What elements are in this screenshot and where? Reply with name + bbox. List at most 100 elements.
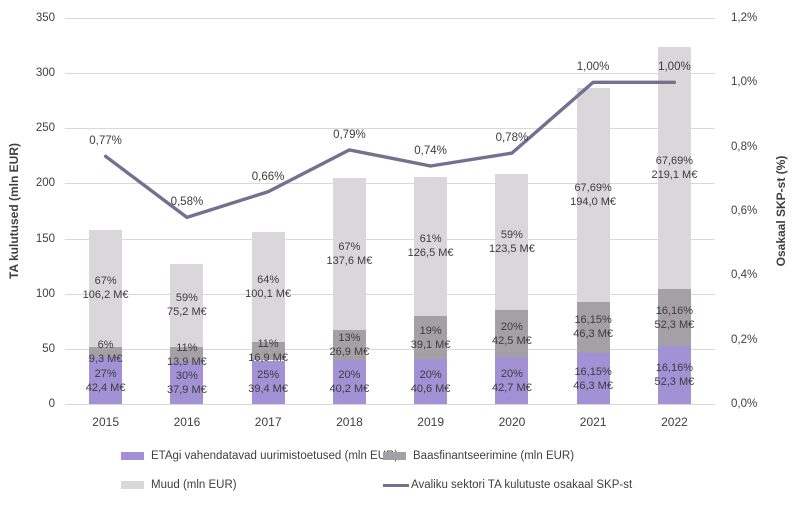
bar-segment-label: 67,69% 219,1 M€ (651, 154, 698, 181)
bar-segment-label: 59% 75,2 M€ (167, 292, 207, 319)
gridline (65, 238, 715, 240)
legend: ETAgi vahendatavad uurimistoetused (mln … (121, 450, 741, 491)
bar-segment (170, 346, 204, 363)
gridline (65, 348, 715, 350)
bar-segment (170, 362, 204, 404)
y-axis-tick-left: 350 (35, 12, 55, 24)
y-axis-tick-left: 150 (35, 232, 55, 245)
legend-item: Avaliku sektori TA kulutuste osakaal SKP… (383, 479, 741, 491)
y-axis-tick-right: 0,6% (731, 205, 758, 217)
bar-segment (89, 357, 123, 404)
gridline (65, 128, 715, 130)
bar-segment (657, 346, 691, 404)
gridline (65, 183, 715, 185)
line-value-label: 0,66% (251, 170, 285, 183)
y-axis-tick-left: 0 (48, 398, 55, 410)
bar-segment-label: 67,69% 194,0 M€ (570, 181, 617, 208)
x-axis-label: 2017 (254, 415, 282, 429)
bar-segment (89, 229, 123, 347)
bar-segment-label: 11% 13,9 M€ (167, 341, 207, 368)
bar-segment-label: 6% 9,3 M€ (88, 339, 123, 366)
bar-segment-label: 20% 42,7 M€ (492, 367, 532, 394)
bar-segment (414, 316, 448, 360)
legend-item: ETAgi vahendatavad uurimistoetused (mln … (121, 450, 398, 462)
legend-bar-swatch (121, 452, 144, 460)
bar-segment (251, 341, 285, 361)
bar-segment-label: 20% 42,5 M€ (492, 320, 532, 347)
x-axis-label: 2018 (336, 415, 363, 429)
gridline (65, 293, 715, 295)
bar-segment (495, 310, 529, 357)
line-value-label: 0,58% (170, 196, 204, 209)
x-axis-label: 2015 (92, 415, 119, 429)
bar-segment-label: 30% 37,9 M€ (167, 370, 207, 397)
legend-label: Avaliku sektori TA kulutuste osakaal SKP… (411, 479, 633, 491)
legend-label: Baasfinantseerimine (mln EUR) (413, 450, 575, 462)
right-axis-title: Osakaal SKP-st (%) (774, 155, 788, 267)
y-axis-tick-right: 1,2% (731, 12, 758, 24)
bar-segment-label: 13% 26,9 M€ (329, 331, 370, 358)
bar-segment (251, 231, 285, 342)
y-axis-tick-left: 250 (35, 122, 55, 135)
legend-item: Baasfinantseerimine (mln EUR) (383, 450, 741, 462)
line-value-label: 1,00% (576, 61, 610, 74)
bar-segment-label: 59% 123,5 M€ (488, 228, 535, 255)
y-axis-tick-left: 50 (42, 342, 55, 355)
line-value-label: 1,00% (658, 61, 691, 74)
bar-segment-label: 61% 126,5 M€ (407, 233, 454, 260)
trend-line (103, 80, 677, 220)
plot-area: 27% 42,4 M€ 6% 9,3 M€ 67% 106,2 M€ 30% 37,9 M€ 1… (65, 18, 715, 405)
gridline (65, 18, 715, 19)
bar-segment (495, 173, 529, 310)
y-axis-tick-left: 300 (35, 67, 55, 80)
x-axis-label: 2021 (579, 415, 607, 429)
bar-segment-label: 67% 137,6 M€ (326, 241, 373, 268)
x-axis-label: 2019 (417, 415, 444, 429)
bar-segment (332, 330, 366, 360)
y-axis-tick-left: 200 (35, 177, 55, 190)
bar-segment-label: 19% 39,1 M€ (410, 324, 451, 351)
legend-bar-swatch (383, 452, 406, 460)
bar-segment-label: 25% 39,4 M€ (248, 369, 288, 396)
bar-segment (332, 359, 366, 404)
line-value-label: 0,74% (414, 145, 447, 157)
bar-segment (414, 176, 448, 317)
bar-segment (576, 301, 610, 353)
bar-segment-label: 16,16% 52,3 M€ (654, 362, 695, 389)
legend-line-swatch (383, 483, 409, 487)
bar-segment-label: 16,16% 52,3 M€ (654, 304, 695, 331)
line-value-label: 0,78% (495, 132, 529, 145)
gridline (65, 404, 715, 405)
bar-segment-label: 11% 16,9 M€ (248, 338, 288, 365)
line-value-label: 0,79% (333, 128, 366, 141)
bar-segment (414, 359, 448, 404)
x-axis-label: 2020 (498, 415, 526, 429)
y-axis-tick-right: 0,0% (731, 398, 758, 410)
bar-segment-label: 20% 40,2 M€ (329, 368, 370, 395)
bar-segment-label: 64% 100,1 M€ (245, 273, 292, 300)
bar-segment (89, 347, 123, 358)
y-axis-tick-right: 0,8% (731, 140, 758, 153)
bar-segment-label: 20% 40,6 M€ (410, 368, 451, 395)
bar-segment (332, 178, 366, 330)
bar-segment (576, 352, 610, 404)
bar-segment-label: 16,15% 46,3 M€ (573, 314, 613, 341)
legend-label: Muud (mln EUR) (151, 479, 237, 491)
x-axis-label: 2022 (661, 415, 688, 429)
bar-segment (657, 47, 691, 289)
y-axis-tick-right: 0,2% (731, 333, 758, 346)
bar-segment (251, 360, 285, 404)
legend-item: Muud (mln EUR) (121, 479, 383, 491)
bar-segment-label: 27% 42,4 M€ (85, 367, 126, 394)
bar-segment (170, 263, 204, 347)
bar-segment (576, 87, 610, 302)
y-axis-tick-left: 100 (35, 287, 55, 300)
bar-segment-label: 16,15% 46,3 M€ (573, 365, 613, 392)
bar-segment (657, 288, 691, 347)
left-axis-title: TA kulutused (mln EUR) (7, 143, 21, 279)
bar-segment-label: 67% 106,2 M€ (82, 275, 129, 302)
x-axis-label: 2016 (173, 415, 201, 429)
y-axis-tick-right: 1,0% (731, 76, 758, 89)
bar-segment (495, 356, 529, 404)
